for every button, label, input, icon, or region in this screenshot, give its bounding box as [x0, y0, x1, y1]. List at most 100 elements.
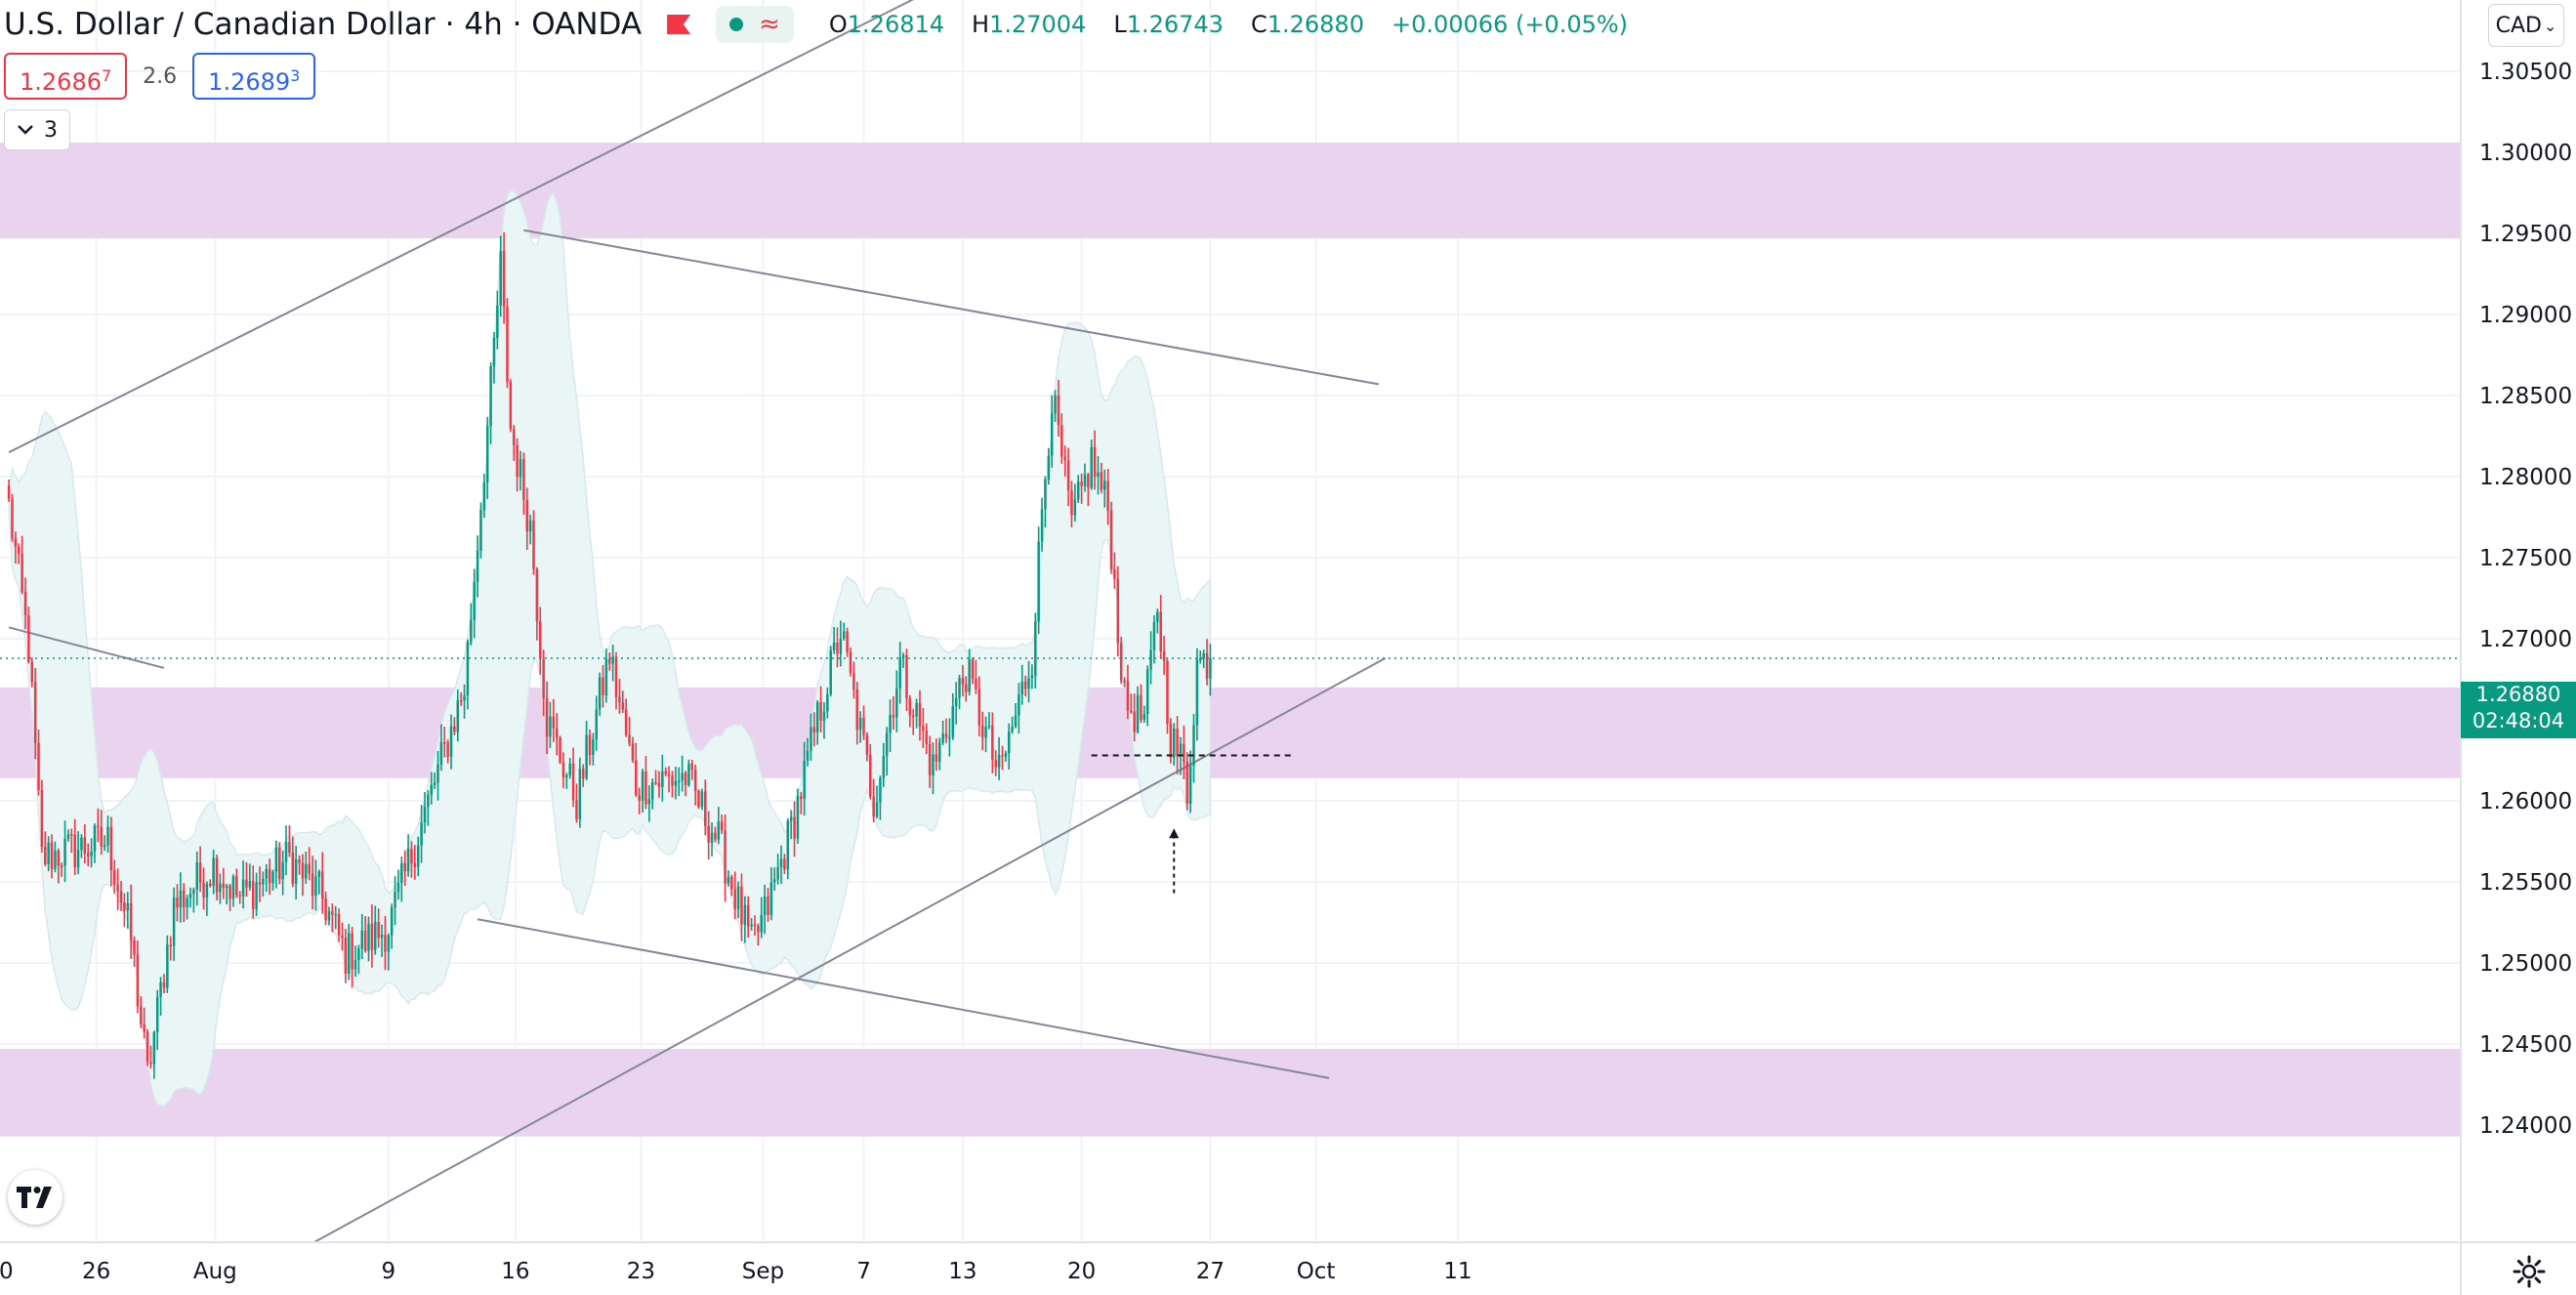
- candle-body: [961, 678, 965, 685]
- candle: [769, 867, 773, 921]
- candle: [1192, 714, 1195, 783]
- candle: [829, 646, 832, 697]
- candle: [305, 851, 308, 885]
- candle-body: [1063, 456, 1066, 461]
- candle: [262, 871, 265, 898]
- buy-button[interactable]: 1.26893: [192, 53, 316, 100]
- candle: [793, 801, 796, 857]
- candle-body: [545, 697, 549, 737]
- candle-body: [443, 741, 446, 744]
- tradingview-logo-icon[interactable]: [8, 1170, 62, 1225]
- market-status-pill[interactable]: ≈: [716, 6, 794, 43]
- chevron-down-icon: [18, 125, 33, 135]
- candle: [324, 891, 327, 926]
- candle-body: [1126, 681, 1130, 711]
- candle-body: [1192, 725, 1195, 766]
- candle: [661, 754, 664, 802]
- candle-body: [1149, 649, 1152, 670]
- candle: [33, 668, 37, 760]
- candle: [159, 977, 162, 1016]
- candle-body: [608, 658, 611, 664]
- candle-body: [1050, 413, 1054, 456]
- candle-body: [628, 734, 631, 744]
- candle: [384, 915, 387, 971]
- candle-body: [971, 659, 975, 680]
- candle: [1037, 526, 1040, 635]
- candle-body: [30, 661, 34, 683]
- candle: [525, 487, 529, 551]
- candle: [423, 792, 427, 834]
- candle: [166, 935, 169, 993]
- candle: [555, 713, 559, 756]
- indicators-toggle[interactable]: 3: [4, 109, 70, 150]
- candle: [459, 691, 463, 706]
- candle-body: [229, 885, 231, 899]
- candle: [539, 606, 542, 675]
- candle: [776, 854, 779, 885]
- flag-icon[interactable]: [667, 15, 691, 34]
- candle: [327, 906, 331, 926]
- candle: [23, 577, 27, 630]
- candle-body: [80, 837, 83, 851]
- candle-body: [895, 688, 898, 718]
- candle: [773, 867, 776, 891]
- candle: [1050, 395, 1054, 468]
- candle-body: [812, 727, 816, 733]
- candle-body: [588, 734, 592, 756]
- candle: [410, 841, 413, 878]
- settings-gear-icon[interactable]: [2512, 1254, 2547, 1289]
- candle-body: [1040, 509, 1044, 542]
- candle: [1090, 439, 1093, 490]
- candle-body: [693, 770, 697, 791]
- candle-body: [298, 858, 301, 863]
- candle: [628, 717, 631, 747]
- currency-button[interactable]: CAD ⌄: [2488, 4, 2564, 47]
- candle-body: [667, 773, 671, 776]
- candle: [1007, 723, 1011, 771]
- candle-body: [215, 857, 219, 893]
- candle: [473, 568, 476, 639]
- candle-body: [1143, 714, 1146, 721]
- x-tick-label: Sep: [742, 1259, 784, 1284]
- candle: [664, 767, 667, 777]
- chevron-down-icon: ⌄: [2543, 16, 2557, 35]
- current-price-value: 1.26880: [2475, 683, 2561, 706]
- separator: ·: [444, 7, 455, 42]
- candle-body: [262, 878, 265, 885]
- candle: [1136, 686, 1140, 734]
- candle-body: [849, 651, 852, 673]
- candle: [394, 876, 396, 926]
- candle-body: [209, 883, 212, 886]
- candle: [485, 416, 489, 499]
- candle-body: [271, 871, 274, 884]
- interval-label[interactable]: 4h: [464, 7, 503, 42]
- candle: [172, 887, 176, 961]
- candle-body: [291, 853, 295, 884]
- symbol-title[interactable]: U.S. Dollar / Canadian Dollar · 4h · OAN…: [0, 7, 642, 42]
- candle-body: [1073, 499, 1077, 516]
- candle: [17, 543, 21, 564]
- candle-body: [855, 689, 859, 730]
- candle-body: [951, 706, 955, 737]
- sell-button[interactable]: 1.26867: [4, 53, 128, 100]
- candle-body: [394, 892, 396, 908]
- candle-body: [948, 736, 951, 739]
- candle-body: [872, 796, 875, 817]
- candle-body: [113, 869, 116, 885]
- candle-body: [1109, 510, 1113, 569]
- candle: [334, 905, 337, 930]
- candle: [119, 881, 123, 911]
- candle-body: [186, 898, 188, 907]
- candle-body: [449, 726, 453, 757]
- candle-body: [66, 834, 70, 839]
- candle: [202, 867, 205, 910]
- candle: [456, 689, 460, 742]
- candle: [512, 425, 516, 461]
- symbol-name[interactable]: U.S. Dollar / Canadian Dollar: [4, 7, 436, 42]
- y-tick-label: 1.29000: [2479, 303, 2572, 328]
- tv-mark-icon: [17, 1187, 52, 1208]
- candle-body: [427, 794, 430, 808]
- candle: [363, 916, 367, 953]
- trendline: [312, 657, 1387, 1242]
